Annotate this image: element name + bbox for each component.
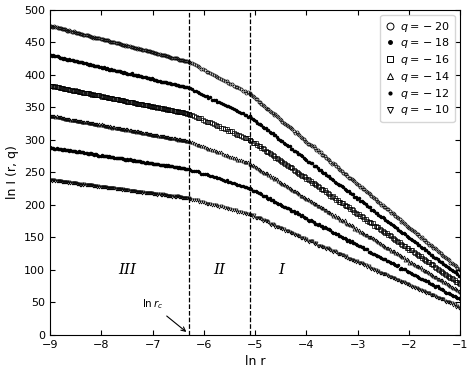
- Line: $q = -18$: $q = -18$: [48, 53, 462, 278]
- $q = -14$: [56, 115, 62, 119]
- Line: $q = -20$: $q = -20$: [48, 24, 462, 271]
- $q = -16$: [285, 163, 291, 168]
- $q = -14$: [310, 200, 316, 205]
- $q = -16$: [313, 183, 319, 187]
- $q = -18$: [313, 164, 319, 168]
- Line: $q = -16$: $q = -16$: [48, 84, 462, 285]
- $q = -14$: [285, 185, 291, 190]
- $q = -10$: [56, 179, 62, 183]
- $q = -18$: [310, 164, 316, 168]
- $q = -18$: [456, 274, 462, 278]
- Text: III: III: [118, 263, 136, 277]
- $q = -10$: [313, 240, 319, 245]
- Line: $q = -12$: $q = -12$: [48, 145, 462, 301]
- $q = -14$: [313, 202, 319, 206]
- $q = -18$: [56, 55, 62, 59]
- X-axis label: ln r: ln r: [245, 355, 265, 368]
- $q = -20$: [285, 123, 291, 128]
- $q = -20$: [310, 144, 316, 149]
- Line: $q = -14$: $q = -14$: [48, 114, 462, 293]
- $q = -20$: [47, 24, 53, 28]
- $q = -18$: [257, 122, 263, 127]
- $q = -18$: [285, 144, 291, 148]
- $q = -14$: [457, 289, 463, 294]
- Text: I: I: [278, 263, 284, 277]
- $q = -12$: [313, 221, 319, 226]
- $q = -12$: [47, 145, 53, 150]
- $q = -10$: [438, 297, 443, 301]
- $q = -10$: [310, 240, 316, 245]
- $q = -20$: [457, 267, 463, 272]
- $q = -14$: [257, 168, 263, 172]
- $q = -16$: [56, 85, 62, 90]
- Text: II: II: [213, 263, 225, 277]
- $q = -10$: [47, 178, 53, 182]
- $q = -16$: [310, 181, 316, 186]
- $q = -16$: [257, 144, 263, 148]
- $q = -14$: [438, 278, 443, 282]
- $q = -12$: [457, 297, 463, 301]
- $q = -16$: [47, 83, 53, 88]
- Line: $q = -10$: $q = -10$: [48, 178, 462, 309]
- $q = -12$: [257, 191, 263, 196]
- $q = -12$: [56, 147, 62, 151]
- $q = -10$: [457, 306, 463, 310]
- Text: $\ln r_c$: $\ln r_c$: [142, 298, 185, 331]
- $q = -18$: [47, 53, 53, 58]
- $q = -12$: [438, 287, 443, 291]
- $q = -20$: [438, 250, 443, 255]
- $q = -18$: [457, 274, 463, 278]
- $q = -12$: [285, 206, 291, 210]
- Y-axis label: ln I (r, q): ln I (r, q): [6, 145, 18, 199]
- Legend: $q = -20$, $q = -18$, $q = -16$, $q = -14$, $q = -12$, $q = -10$: $q = -20$, $q = -18$, $q = -16$, $q = -1…: [380, 15, 455, 122]
- $q = -10$: [285, 228, 291, 233]
- $q = -18$: [438, 260, 443, 264]
- $q = -10$: [257, 216, 263, 221]
- $q = -14$: [47, 113, 53, 118]
- $q = -12$: [310, 220, 316, 224]
- $q = -20$: [257, 100, 263, 104]
- $q = -20$: [56, 25, 62, 30]
- $q = -16$: [457, 282, 463, 286]
- $q = -20$: [313, 148, 319, 152]
- $q = -16$: [438, 269, 443, 273]
